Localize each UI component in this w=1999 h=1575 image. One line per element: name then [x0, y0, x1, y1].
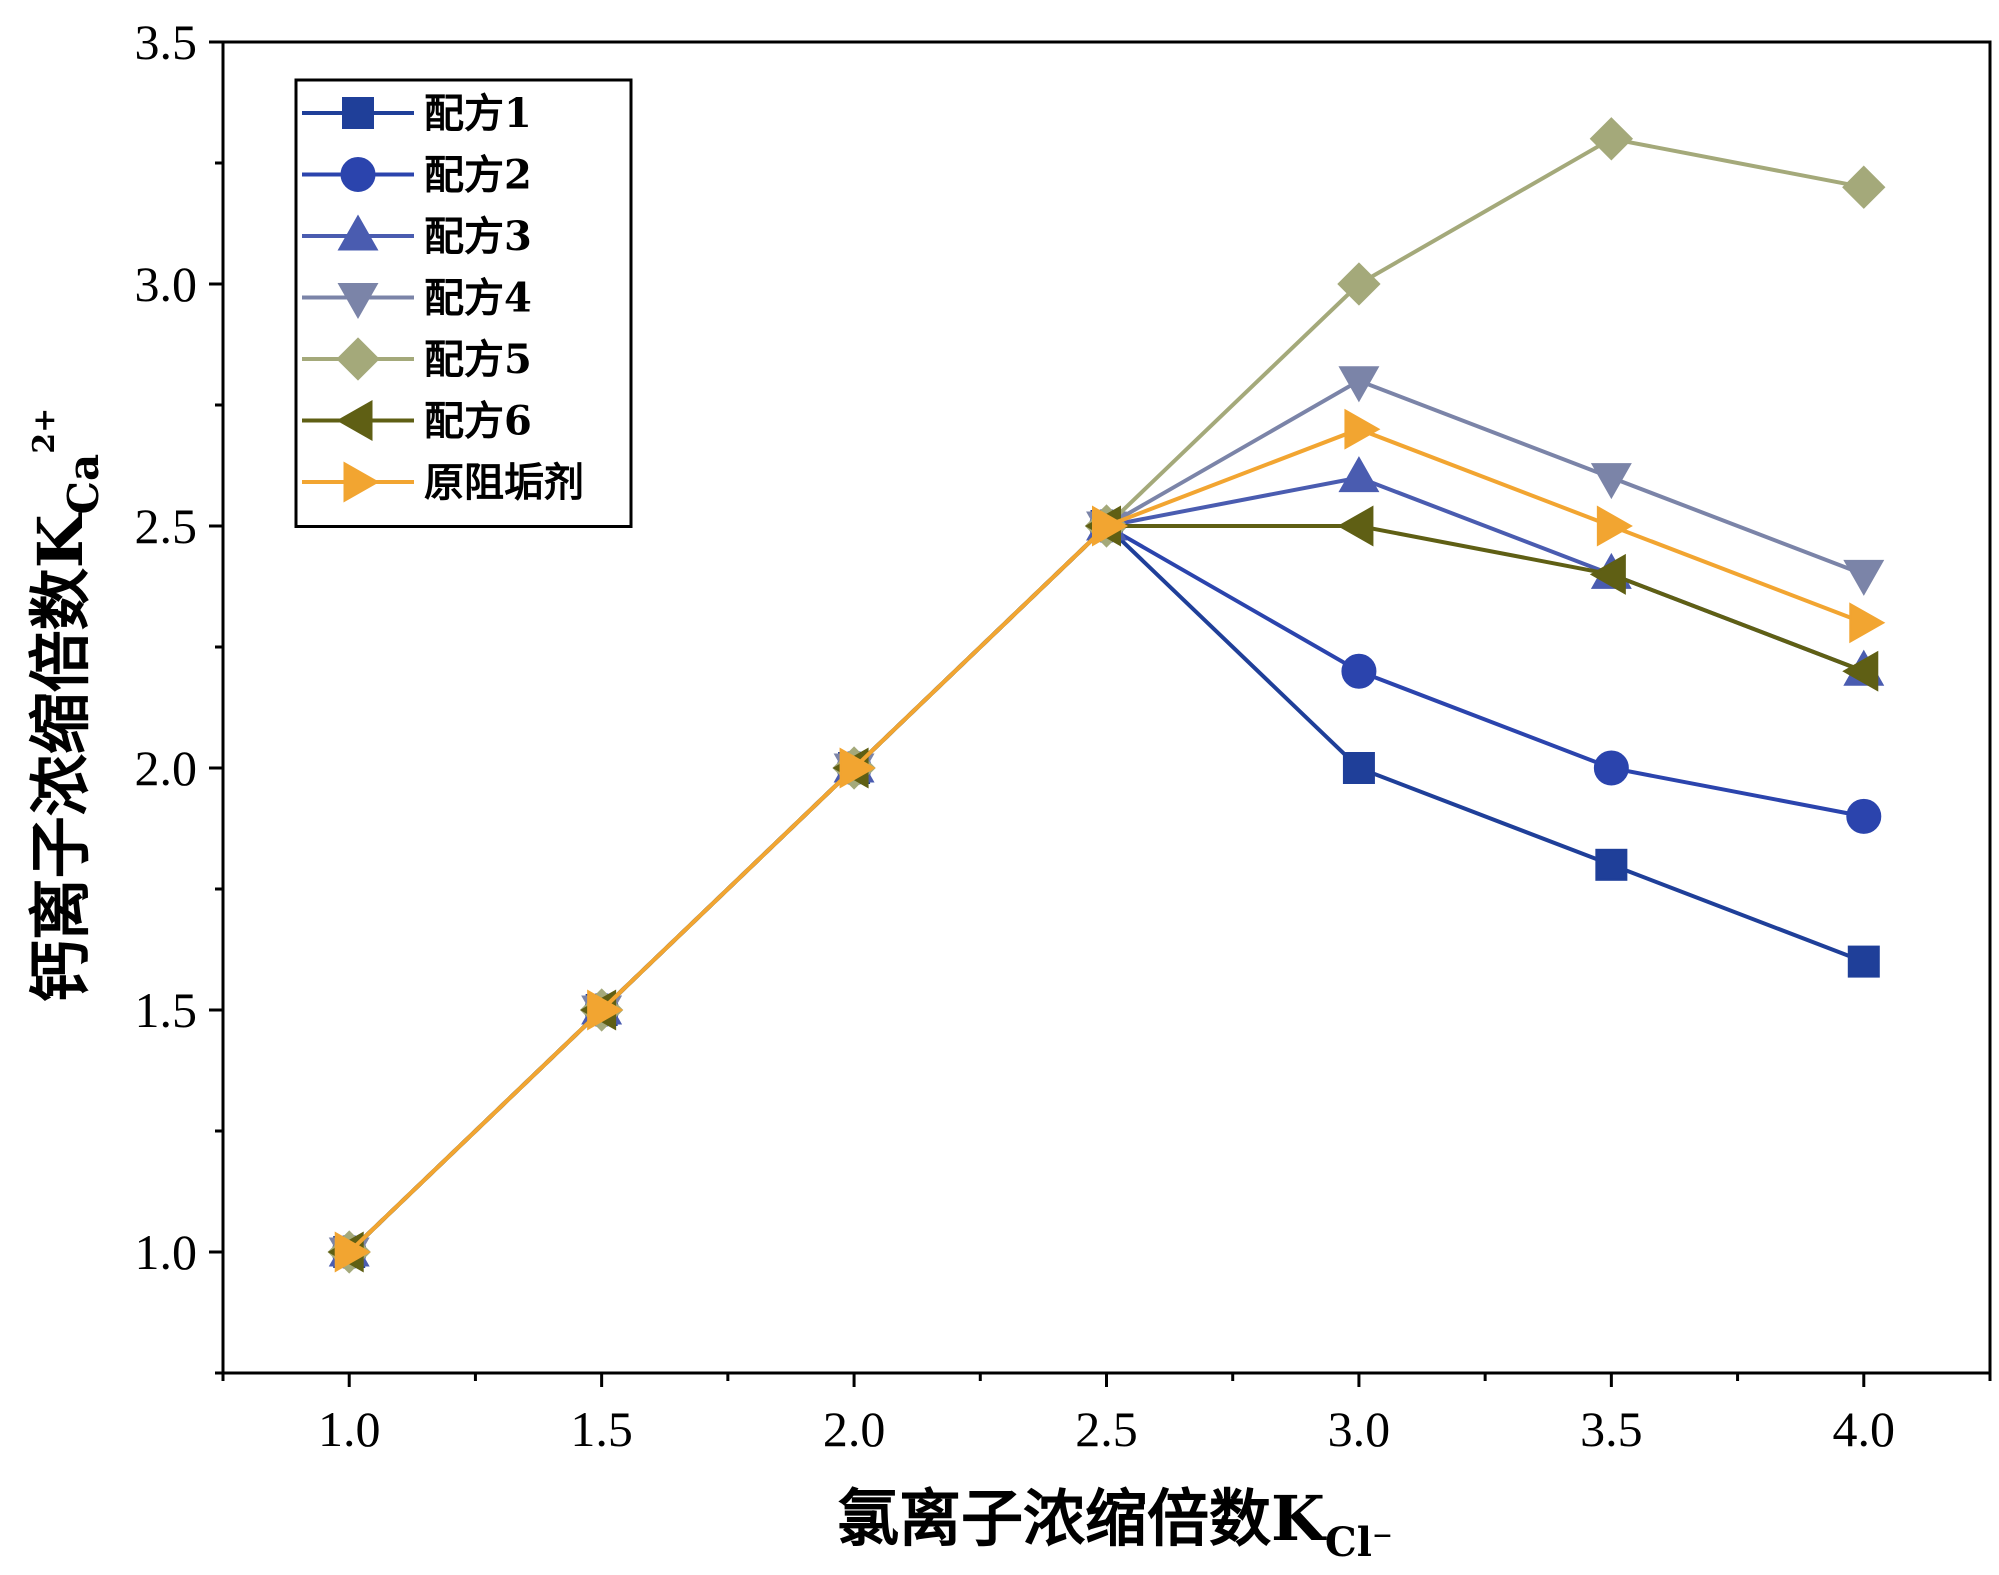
y-axis-title-subscript: Ca [59, 454, 108, 515]
data-point [1846, 798, 1882, 834]
x-tick-label: 1.0 [318, 1401, 381, 1457]
y-tick-label: 3.0 [135, 256, 198, 312]
data-point [587, 989, 624, 1031]
data-point [1338, 456, 1380, 493]
data-point [1596, 505, 1633, 547]
data-point [1849, 602, 1886, 644]
legend-entry: 配方6 [302, 398, 532, 445]
data-point [1344, 408, 1381, 450]
legend-label: 原阻垢剂 [424, 459, 584, 506]
legend-marker [340, 157, 376, 192]
data-point [1847, 945, 1880, 978]
legend-marker [336, 337, 380, 381]
data-point [1341, 653, 1377, 689]
legend-entry: 配方2 [302, 152, 532, 199]
data-point [1589, 553, 1626, 595]
data-point [1092, 505, 1129, 547]
legend-marker [343, 461, 380, 503]
data-point [839, 747, 876, 789]
data-point [1590, 463, 1632, 500]
legend-entry: 配方5 [302, 336, 532, 383]
data-point [1842, 650, 1879, 692]
y-tick-label: 1.0 [135, 1224, 198, 1280]
legend-label: 配方6 [424, 398, 532, 445]
data-point [1337, 262, 1381, 306]
legend-label: 配方1 [424, 90, 532, 137]
legend-entry: 配方4 [302, 275, 532, 322]
x-tick-label: 1.5 [570, 1401, 633, 1457]
legend-marker [342, 97, 374, 129]
y-axis-title: 钙离子浓缩倍数KCa2+ [24, 408, 108, 1003]
legend-marker [337, 283, 379, 320]
data-point [1338, 366, 1380, 403]
data-point [334, 1231, 371, 1273]
x-axis-title: 氯离子浓缩倍数KCl⁻ [837, 1482, 1393, 1566]
data-point [1589, 117, 1634, 161]
data-point [1842, 165, 1886, 209]
x-axis-title-main: 氯离子浓缩倍数K [837, 1482, 1327, 1555]
legend-label: 配方4 [424, 275, 532, 322]
y-tick-label: 2.5 [135, 498, 198, 554]
x-tick-label: 3.0 [1328, 1401, 1391, 1457]
legend-label: 配方2 [424, 152, 532, 199]
series-7 [334, 408, 1886, 1273]
legend-marker [337, 214, 379, 251]
x-tick-label: 4.0 [1833, 1401, 1896, 1457]
legend-marker [336, 400, 373, 441]
y-tick-label: 1.5 [135, 982, 198, 1038]
data-point [1337, 505, 1374, 547]
legend-label: 配方5 [424, 336, 532, 383]
data-point [1593, 750, 1629, 786]
legend-entry: 配方3 [302, 213, 532, 260]
data-point [1843, 559, 1885, 596]
y-axis-title-main: 钙离子浓缩倍数K [24, 512, 97, 1002]
data-point [1595, 848, 1628, 881]
x-tick-label: 2.0 [823, 1401, 886, 1457]
legend-label: 配方3 [424, 213, 532, 260]
y-axis-title-superscript: 2+ [27, 408, 62, 454]
x-tick-label: 2.5 [1075, 1401, 1138, 1457]
y-tick-label: 2.0 [135, 740, 198, 796]
legend-entry: 原阻垢剂 [302, 459, 584, 506]
data-point [1342, 752, 1375, 784]
legend-entry: 配方1 [302, 90, 532, 137]
y-tick-label: 3.5 [135, 14, 198, 70]
x-axis-title-subscript: Cl⁻ [1325, 1519, 1393, 1566]
x-tick-label: 3.5 [1580, 1401, 1643, 1457]
